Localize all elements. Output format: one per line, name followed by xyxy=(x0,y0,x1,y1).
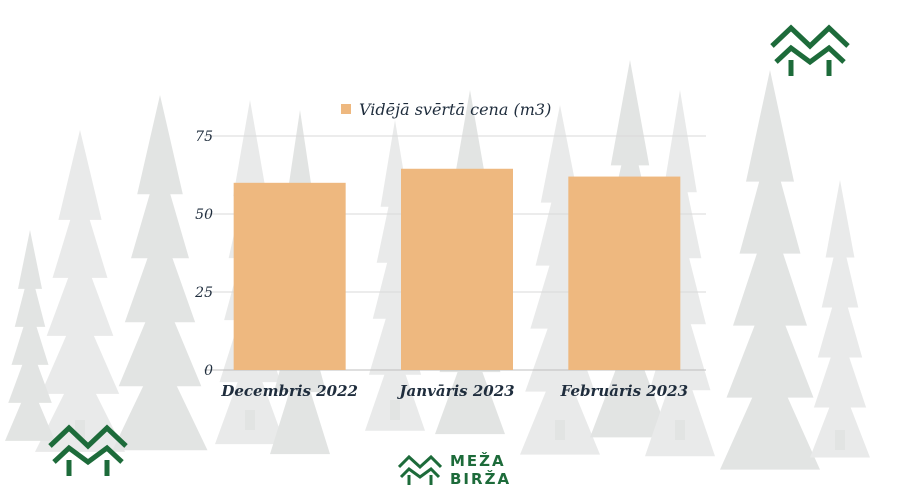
y-axis-ticks: 0 25 50 75 xyxy=(194,129,213,379)
chart-legend: Vidējā svērtā cena (m3) xyxy=(341,99,551,119)
tree-logo-icon-top-right xyxy=(772,28,848,76)
x-axis-ticks: Decembris 2022 Janvāris 2023 Februāris 202… xyxy=(220,382,688,400)
bar-series xyxy=(234,169,681,370)
x-tick-label: Decembris 2022 xyxy=(220,382,358,400)
pine-tree-silhouette xyxy=(720,70,820,470)
pine-tree-silhouette xyxy=(35,130,125,452)
y-tick-label: 75 xyxy=(195,129,213,145)
bar xyxy=(568,177,680,370)
legend-swatch xyxy=(341,104,351,114)
brand-logo: MEŽA BIRŽA xyxy=(398,452,511,488)
x-tick-label: Janvāris 2023 xyxy=(396,382,514,400)
y-tick-label: 25 xyxy=(194,285,213,301)
pine-tree-silhouette xyxy=(113,95,208,450)
brand-wordmark: MEŽA BIRŽA xyxy=(450,452,511,488)
pine-tree-silhouette xyxy=(810,180,870,458)
legend-label: Vidējā svērtā cena (m3) xyxy=(359,100,551,119)
meza-birza-logo-icon xyxy=(398,453,442,487)
y-tick-label: 0 xyxy=(204,363,213,379)
x-tick-label: Februāris 2023 xyxy=(560,382,688,400)
brand-line-2: BIRŽA xyxy=(450,470,511,488)
bar xyxy=(401,169,513,370)
y-tick-label: 50 xyxy=(195,207,213,223)
bar xyxy=(234,183,346,370)
brand-line-1: MEŽA xyxy=(450,452,511,470)
